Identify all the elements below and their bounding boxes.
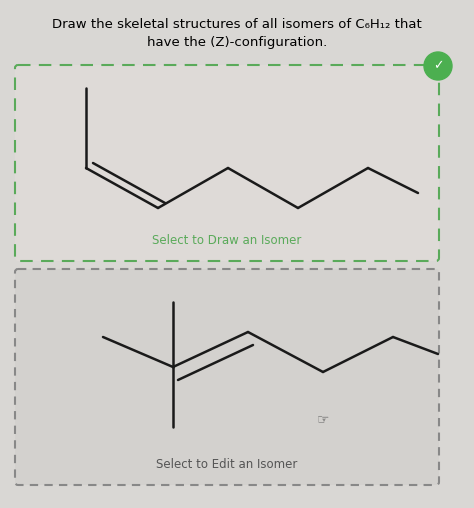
- Text: Select to Edit an Isomer: Select to Edit an Isomer: [156, 458, 298, 470]
- Text: ✓: ✓: [433, 59, 443, 73]
- Text: Draw the skeletal structures of all isomers of C₆H₁₂ that: Draw the skeletal structures of all isom…: [52, 18, 422, 31]
- Text: Select to Draw an Isomer: Select to Draw an Isomer: [152, 234, 301, 246]
- Circle shape: [424, 52, 452, 80]
- Text: ☞: ☞: [317, 412, 329, 426]
- FancyBboxPatch shape: [15, 269, 439, 485]
- FancyBboxPatch shape: [15, 65, 439, 261]
- Text: have the (Z)-configuration.: have the (Z)-configuration.: [147, 36, 327, 49]
